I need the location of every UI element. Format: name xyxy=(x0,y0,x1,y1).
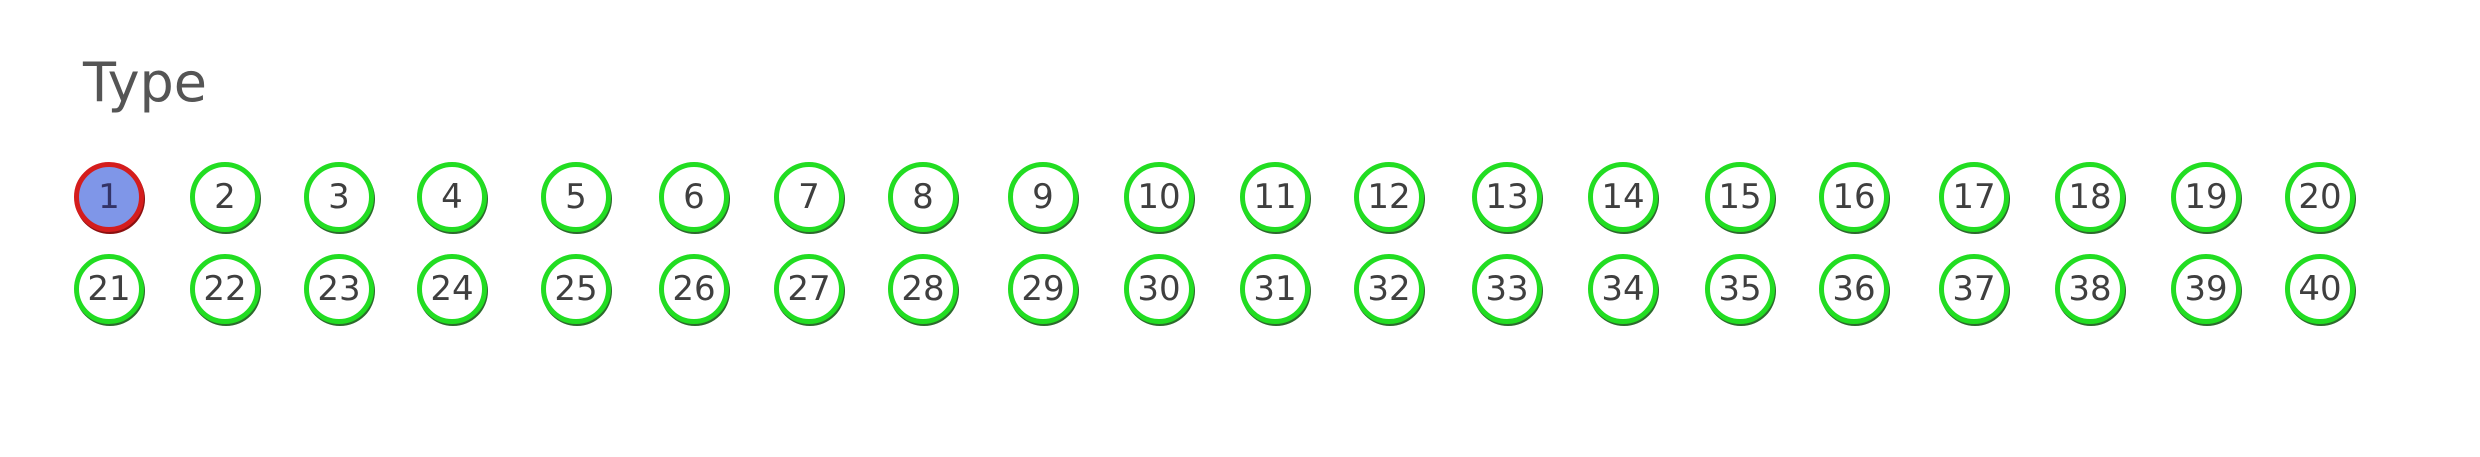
number-option-39[interactable]: 39 xyxy=(2171,254,2241,324)
number-option-40[interactable]: 40 xyxy=(2285,254,2355,324)
number-option-9[interactable]: 9 xyxy=(1008,162,1078,232)
number-option-32[interactable]: 32 xyxy=(1354,254,1424,324)
number-option-29[interactable]: 29 xyxy=(1008,254,1078,324)
number-option-3[interactable]: 3 xyxy=(304,162,374,232)
number-option-24[interactable]: 24 xyxy=(417,254,487,324)
number-option-4[interactable]: 4 xyxy=(417,162,487,232)
number-option-19[interactable]: 19 xyxy=(2171,162,2241,232)
number-option-17[interactable]: 17 xyxy=(1939,162,2009,232)
number-option-1[interactable]: 1 xyxy=(74,162,144,232)
number-option-14[interactable]: 14 xyxy=(1588,162,1658,232)
number-option-23[interactable]: 23 xyxy=(304,254,374,324)
number-option-5[interactable]: 5 xyxy=(541,162,611,232)
number-option-2[interactable]: 2 xyxy=(190,162,260,232)
number-option-20[interactable]: 20 xyxy=(2285,162,2355,232)
number-option-15[interactable]: 15 xyxy=(1705,162,1775,232)
number-option-16[interactable]: 16 xyxy=(1819,162,1889,232)
number-option-26[interactable]: 26 xyxy=(659,254,729,324)
number-option-8[interactable]: 8 xyxy=(888,162,958,232)
number-option-36[interactable]: 36 xyxy=(1819,254,1889,324)
number-option-31[interactable]: 31 xyxy=(1240,254,1310,324)
number-option-25[interactable]: 25 xyxy=(541,254,611,324)
number-option-11[interactable]: 11 xyxy=(1240,162,1310,232)
number-option-35[interactable]: 35 xyxy=(1705,254,1775,324)
number-option-27[interactable]: 27 xyxy=(774,254,844,324)
number-option-38[interactable]: 38 xyxy=(2055,254,2125,324)
number-option-10[interactable]: 10 xyxy=(1124,162,1194,232)
number-option-30[interactable]: 30 xyxy=(1124,254,1194,324)
number-option-34[interactable]: 34 xyxy=(1588,254,1658,324)
number-grid: 1 2 3 4 5 6 7 8 9 10 11 12 13 14 15 16 17 18 19 20 21 22 23 24 2… xyxy=(74,162,2355,342)
number-option-12[interactable]: 12 xyxy=(1354,162,1424,232)
number-option-37[interactable]: 37 xyxy=(1939,254,2009,324)
number-option-18[interactable]: 18 xyxy=(2055,162,2125,232)
type-heading: Type xyxy=(83,51,208,114)
number-option-22[interactable]: 22 xyxy=(190,254,260,324)
number-option-21[interactable]: 21 xyxy=(74,254,144,324)
number-option-28[interactable]: 28 xyxy=(888,254,958,324)
number-option-13[interactable]: 13 xyxy=(1472,162,1542,232)
number-option-33[interactable]: 33 xyxy=(1472,254,1542,324)
number-option-6[interactable]: 6 xyxy=(659,162,729,232)
number-option-7[interactable]: 7 xyxy=(774,162,844,232)
